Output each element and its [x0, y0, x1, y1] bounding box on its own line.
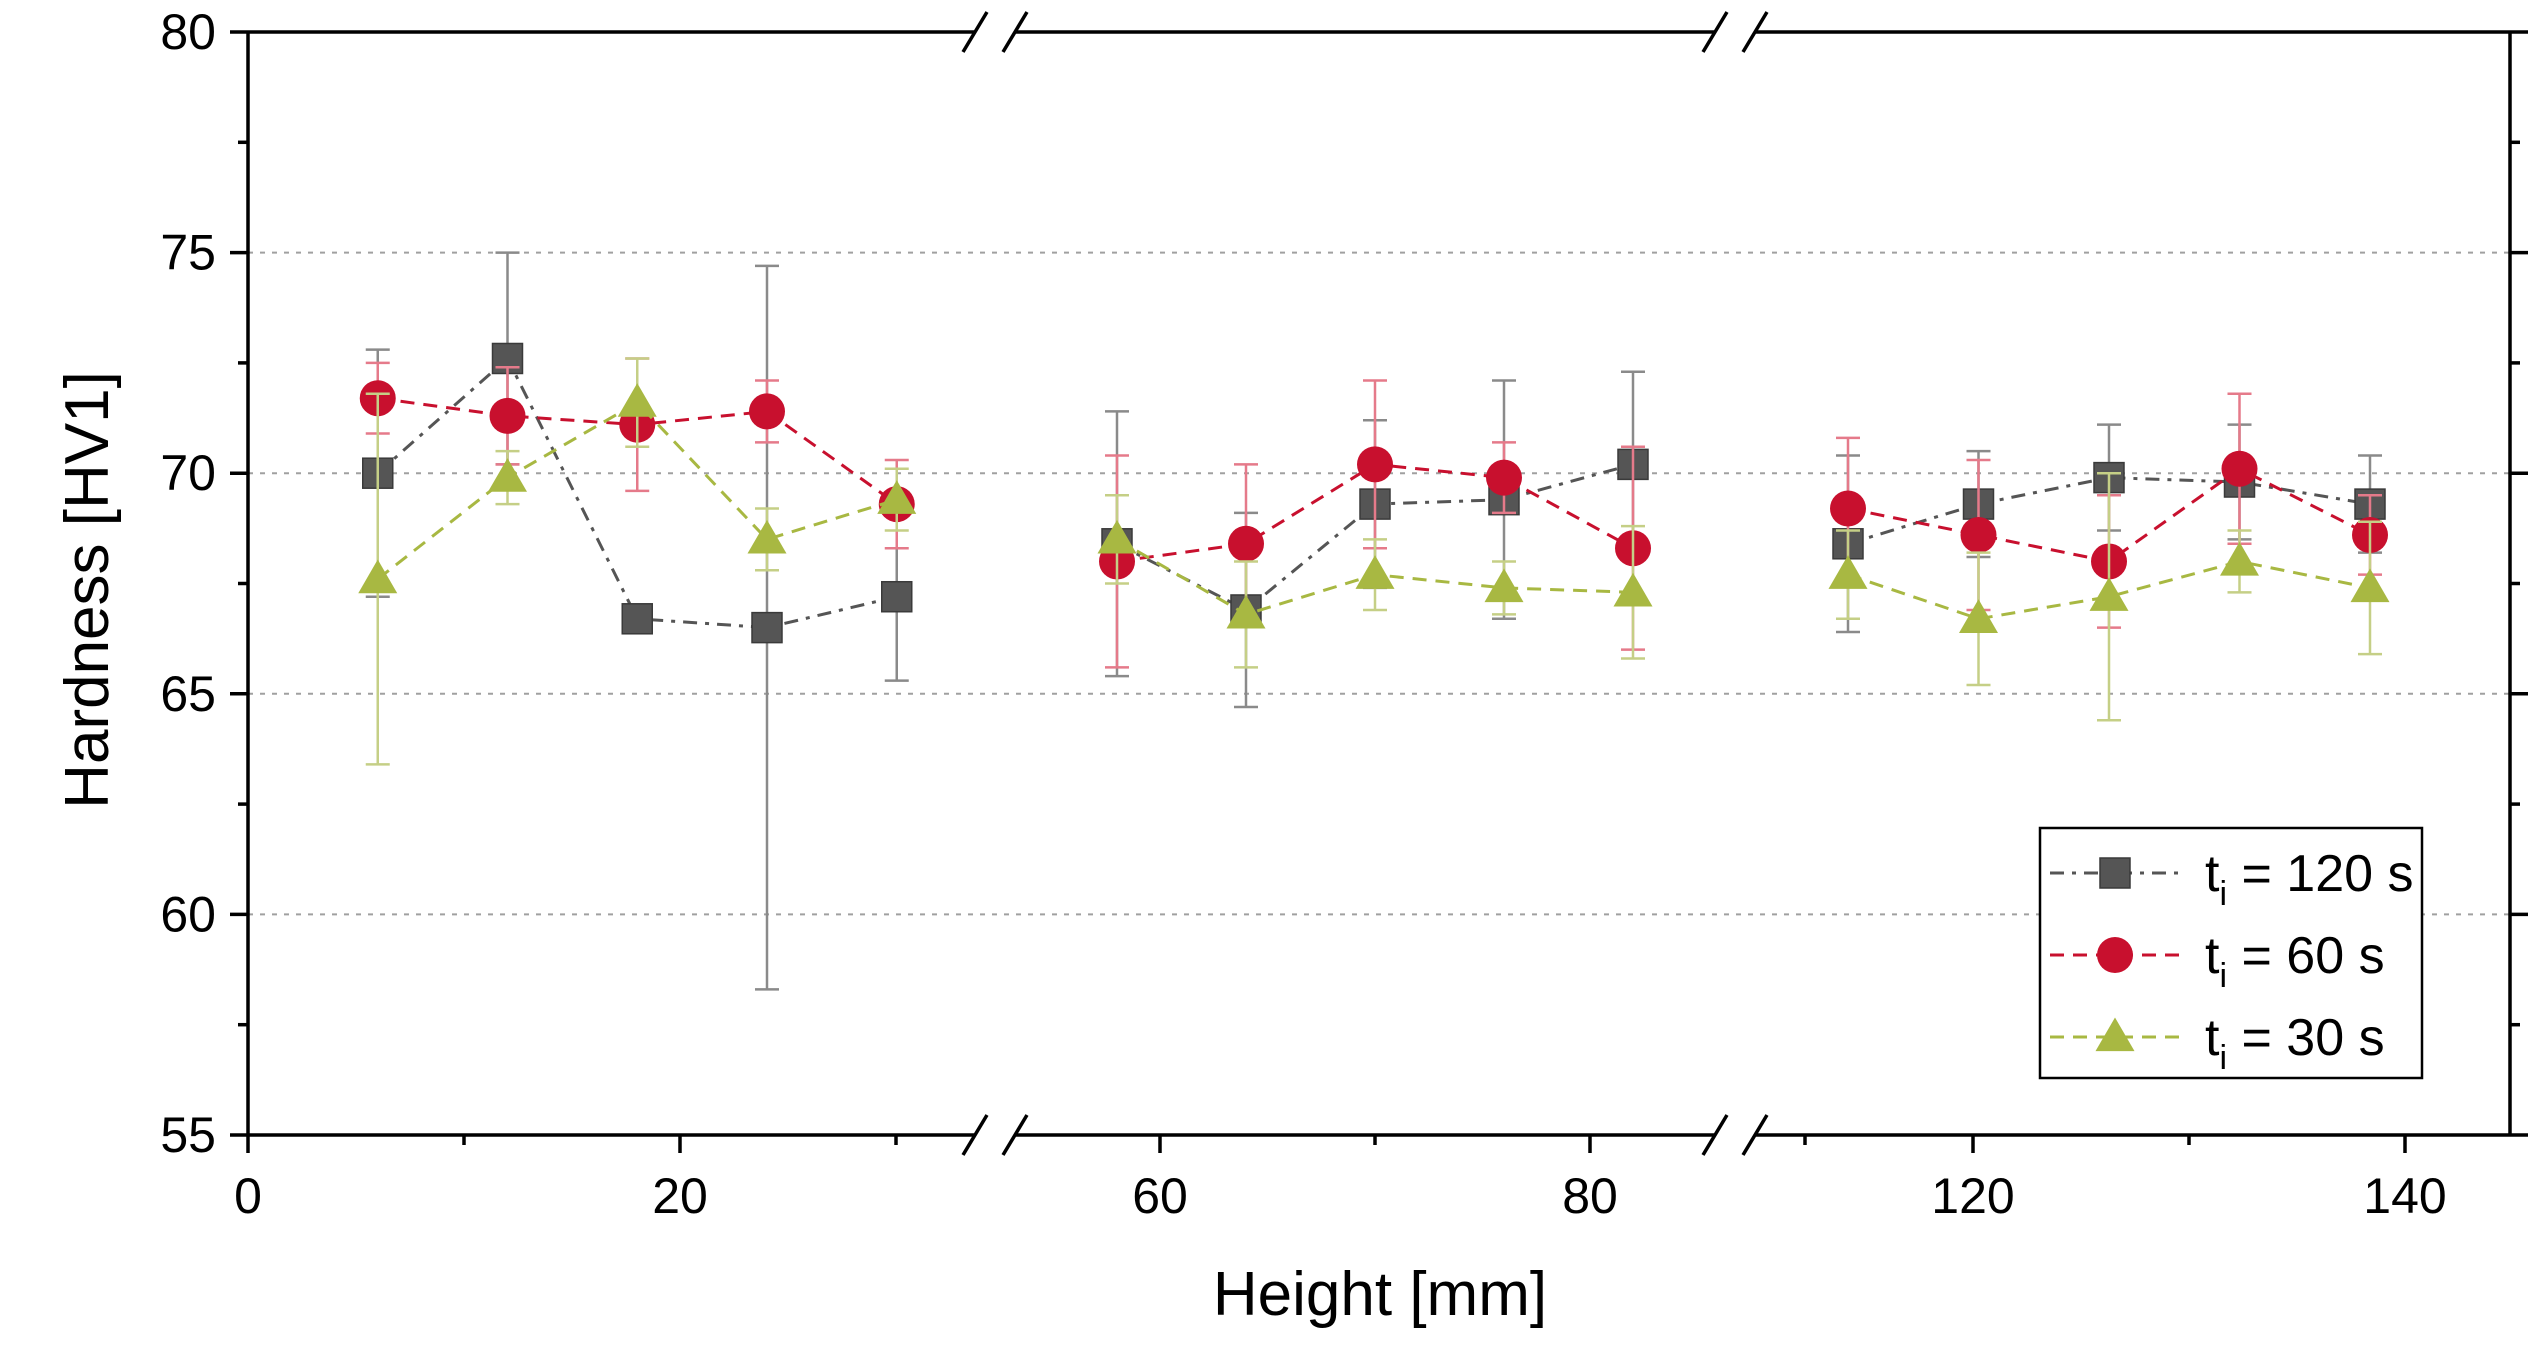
- legend-label-t: t: [2205, 927, 2220, 985]
- y-tick-label: 70: [160, 445, 216, 501]
- legend-marker: [2095, 1017, 2135, 1052]
- data-point: [1828, 555, 1868, 589]
- legend-label-value: = 120 s: [2227, 845, 2413, 903]
- data-point: [358, 559, 398, 594]
- x-tick-label: 120: [1931, 1168, 2014, 1224]
- top-axis-break-1b: [1001, 11, 1029, 53]
- data-point: [877, 480, 917, 514]
- top-axis-break-2b: [1741, 11, 1769, 53]
- legend-label: ti = 60 s: [2205, 927, 2385, 995]
- data-point: [2350, 568, 2390, 603]
- top-axis-break-1a: [961, 11, 989, 53]
- legend-label-t: t: [2205, 1009, 2220, 1067]
- data-point: [751, 611, 783, 644]
- data-point: [2089, 577, 2129, 611]
- legend-label-sub: i: [2219, 875, 2227, 913]
- legend-label: ti = 30 s: [2205, 1009, 2385, 1077]
- legend-marker: [2099, 857, 2131, 889]
- y-tick-label: 75: [160, 225, 216, 281]
- axes-layer: 55 60 65 70 75 80 0 20 60 80 120 140: [160, 4, 2528, 1224]
- y-tick-label: 55: [160, 1107, 216, 1163]
- data-point: [881, 580, 913, 613]
- data-point: [1486, 459, 1522, 496]
- y-axis-title: Hardness [HV1]: [53, 371, 122, 809]
- legend-label-sub: i: [2219, 1039, 2227, 1077]
- series-line: [1847, 476, 2371, 546]
- bottom-axis-break-1a: [961, 1114, 989, 1156]
- data-point: [1613, 572, 1653, 607]
- x-tick-label: 80: [1562, 1168, 1618, 1224]
- x-tick-label: 60: [1132, 1168, 1188, 1224]
- data-point: [749, 393, 785, 430]
- bottom-axis-break-2b: [1741, 1114, 1769, 1156]
- x-tick-label: 20: [652, 1168, 708, 1224]
- y-tick-label: 65: [160, 666, 216, 722]
- top-axis-break-2a: [1701, 11, 1729, 53]
- data-point: [2221, 450, 2258, 487]
- data-point: [1355, 555, 1395, 589]
- data-point: [1228, 525, 1264, 562]
- x-tick-label: 140: [2363, 1168, 2446, 1224]
- data-point: [1097, 519, 1137, 554]
- bottom-axis-break-1b: [1001, 1114, 1029, 1156]
- series-circle: [359, 357, 2388, 669]
- data-point: [2220, 541, 2259, 576]
- y-tick-label: 60: [160, 886, 216, 942]
- legend-marker: [2097, 937, 2133, 973]
- legend-label: ti = 120 s: [2205, 845, 2413, 913]
- data-point: [747, 519, 787, 554]
- data-point: [1484, 568, 1524, 603]
- data-point: [1357, 446, 1393, 483]
- data-point: [489, 397, 526, 434]
- y-tick-label: 80: [160, 4, 216, 60]
- legend-entries: ti = 120 sti = 60 sti = 30 s: [2050, 845, 2413, 1077]
- x-axis-title: Height [mm]: [1213, 1260, 1547, 1329]
- data-point: [1830, 490, 1866, 527]
- series-triangle: [358, 357, 2390, 766]
- data-point: [1960, 516, 1997, 553]
- x-tick-label: 0: [234, 1168, 262, 1224]
- data-point: [1226, 594, 1266, 629]
- legend-label-value: = 30 s: [2227, 1009, 2385, 1067]
- legend-label-t: t: [2205, 845, 2220, 903]
- legend: ti = 120 sti = 60 sti = 30 s: [2038, 826, 2424, 1080]
- series-layer: [358, 251, 2390, 991]
- legend-label-value: = 60 s: [2227, 927, 2385, 985]
- data-point: [1959, 599, 1998, 633]
- legend-label-sub: i: [2219, 957, 2227, 995]
- data-point: [488, 458, 527, 492]
- series-line: [1847, 559, 2371, 621]
- bottom-axis-break-2a: [1701, 1114, 1729, 1156]
- data-point: [617, 383, 657, 417]
- data-point: [621, 603, 653, 635]
